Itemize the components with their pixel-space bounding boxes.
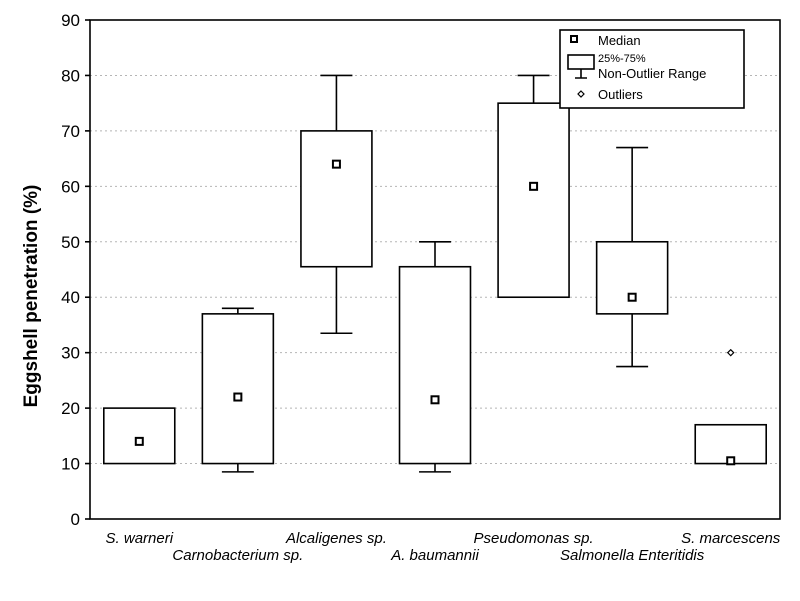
y-axis-ticks: 0 10 20 30 40 50 60 70 80 90: [61, 11, 90, 529]
legend-median-label: Median: [598, 33, 641, 48]
outlier-marker: [726, 348, 735, 357]
box-group-6: [694, 348, 768, 466]
box-iqr: [595, 240, 669, 315]
x-category-label: Carnobacterium sp.: [172, 547, 303, 564]
box-group-1: [201, 307, 275, 473]
box-iqr: [103, 407, 176, 465]
y-tick-label: 20: [61, 399, 80, 418]
legend-range-marker: [575, 69, 587, 79]
box-group-4: [497, 74, 570, 299]
y-tick-label: 40: [61, 288, 80, 307]
x-category-label: A. baumannii: [390, 547, 479, 564]
box-group-2: [300, 74, 373, 335]
legend-box-marker: [567, 54, 595, 70]
x-category-label: S. warneri: [106, 530, 174, 547]
box-iqr: [497, 102, 570, 299]
legend-median-marker: [570, 35, 578, 43]
x-category-label: Alcaligenes sp.: [285, 530, 387, 547]
y-tick-label: 10: [61, 455, 80, 474]
box-iqr: [398, 265, 472, 465]
median-marker: [726, 456, 736, 466]
plot-area: [103, 74, 768, 473]
y-tick-label: 90: [61, 11, 80, 30]
median-marker: [529, 181, 539, 191]
box-group-3: [398, 240, 472, 473]
box-iqr: [201, 313, 275, 465]
legend-outliers-label: Outliers: [598, 87, 643, 102]
y-tick-label: 70: [61, 122, 80, 141]
legend-range-label: Non-Outlier Range: [598, 66, 706, 81]
x-category-label: Salmonella Enteritidis: [560, 547, 705, 564]
y-tick-label: 0: [71, 510, 80, 529]
box-group-0: [103, 407, 176, 465]
y-tick-label: 30: [61, 344, 80, 363]
median-marker: [627, 292, 637, 302]
box-iqr: [300, 130, 373, 268]
median-marker: [430, 395, 440, 405]
legend-box-label: 25%-75%: [598, 53, 646, 65]
median-marker: [331, 159, 341, 169]
y-tick-label: 60: [61, 177, 80, 196]
plot-frame: [89, 19, 781, 520]
y-tick-label: 50: [61, 233, 80, 252]
legend: Median 25%-75% Non-Outlier Range Outlier…: [559, 29, 745, 109]
x-category-label: Pseudomonas sp.: [474, 530, 594, 547]
median-marker: [233, 392, 243, 402]
box-group-5: [595, 146, 669, 368]
x-category-label: S. marcescens: [681, 530, 781, 547]
y-tick-label: 80: [61, 66, 80, 85]
legend-outlier-marker: [577, 90, 585, 98]
median-marker: [134, 436, 144, 446]
y-axis-label: Eggshell penetration (%): [21, 185, 42, 408]
